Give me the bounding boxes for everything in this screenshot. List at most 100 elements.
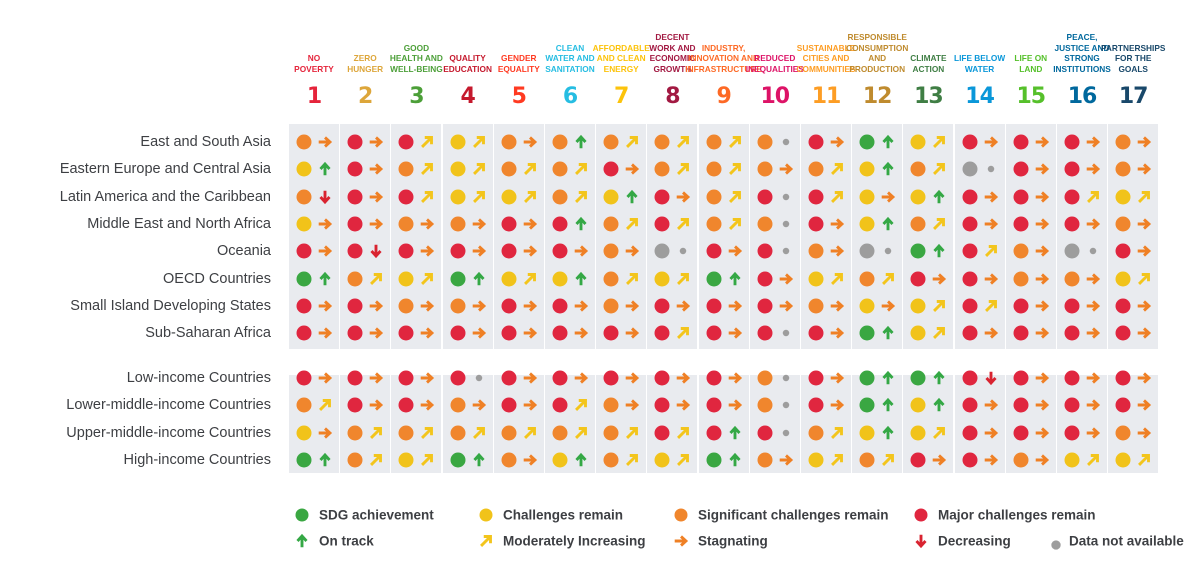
moderately-increasing-arrow-icon [674,215,692,233]
goal-number-label: 1 [306,84,322,109]
status-dot-major [962,370,978,386]
stagnating-arrow-icon [726,324,744,342]
goal-column-band [1057,124,1107,473]
status-dot-challenges [450,189,466,205]
status-dot-major [552,298,568,314]
goal-number-label: 2 [358,84,373,109]
status-dot-major [706,370,722,386]
status-dot-major [808,325,824,341]
moderately-increasing-arrow-icon [1135,270,1153,288]
status-dot-significant [603,397,619,413]
status-dot-significant [398,161,414,177]
status-dot-major [654,397,670,413]
goal-number-label: 16 [1067,84,1098,109]
moderately-increasing-arrow-icon [470,133,488,151]
goal-title-label: LIFE BELOW WATER [954,53,1006,74]
stagnating-arrow-icon [367,133,385,151]
stagnating-arrow-icon [418,242,436,260]
moderately-increasing-arrow-icon [572,396,590,414]
data-not-available-dot [777,133,795,151]
status-dot-major [757,271,773,286]
status-dot-major [654,298,670,314]
moderately-increasing-arrow-icon [674,451,692,469]
stagnating-arrow-icon [470,396,488,414]
moderately-increasing-arrow-icon [828,188,846,206]
status-dot-significant [1064,271,1080,286]
status-dot-challenges [910,134,926,150]
status-dot-major [962,298,978,314]
on-track-arrow-icon [470,451,488,469]
goal-number-label: 12 [862,84,893,109]
moderately-increasing-arrow-icon [418,424,436,442]
stagnating-arrow-icon [726,297,744,315]
status-dot-no-data [962,161,978,177]
moderately-increasing-arrow-icon [828,424,846,442]
status-dot-major [706,425,722,441]
goal-title-label: AFFORDABLE AND CLEAN ENERGY [592,42,650,74]
on-track-arrow-icon [879,396,897,414]
status-dot-major [347,298,363,314]
stagnating-arrow-icon [777,270,795,288]
status-dot-significant [603,452,619,468]
stagnating-arrow-icon [367,324,385,342]
status-dot-major [398,370,414,386]
stagnating-arrow-icon [930,270,948,288]
stagnating-arrow-icon [367,297,385,315]
status-dot-challenges [1115,452,1131,468]
status-dot-major [296,243,312,259]
moderately-increasing-arrow-icon [982,297,1000,315]
status-dot-challenges [910,325,926,341]
stagnating-arrow-icon [572,324,590,342]
stagnating-arrow-icon [1084,324,1102,342]
moderately-increasing-arrow-icon [674,160,692,178]
goal-number-label: 4 [460,84,475,109]
stagnating-arrow-icon [572,242,590,260]
status-dot-significant [603,134,619,150]
moderately-increasing-arrow-icon [1135,188,1153,206]
status-dot-significant [1013,452,1029,468]
stagnating-arrow-icon [316,215,334,233]
status-dot-major [1064,134,1080,150]
stagnating-arrow-icon [828,369,846,387]
status-dot-challenges [1115,271,1131,286]
on-track-arrow-icon [470,270,488,288]
status-dot-significant [706,216,722,232]
status-dot-major [808,134,824,150]
legend-status-dot-major [914,508,928,522]
status-dot-significant [552,161,568,177]
status-dot-challenges [552,271,568,286]
stagnating-arrow-icon [521,133,539,151]
status-dot-challenges [398,452,414,468]
moderately-increasing-arrow-icon [623,133,641,151]
goal-column-band [801,124,851,473]
legend-label: Stagnating [698,533,768,549]
stagnating-arrow-icon [521,242,539,260]
legend-label: Moderately Increasing [503,533,646,549]
status-dot-major [706,397,722,413]
status-dot-significant [347,425,363,441]
goal-column-band [289,124,339,473]
legend-label: Data not available [1069,533,1184,549]
moderately-increasing-arrow-icon [572,160,590,178]
status-dot-major [1115,243,1131,259]
status-dot-significant [398,425,414,441]
status-dot-major [552,243,568,259]
moderately-increasing-arrow-icon [930,424,948,442]
stagnating-arrow-icon [1084,160,1102,178]
status-dot-no-data [1064,243,1080,259]
status-dot-major [757,325,773,341]
status-dot-significant [1115,425,1131,441]
status-dot-major [757,189,773,205]
status-dot-major [962,271,978,286]
stagnating-arrow-icon [828,215,846,233]
goal-title-label: RESPONSIBLE CONSUMPTION AND PRODUCTION [846,32,909,74]
on-track-arrow-icon [316,160,334,178]
moderately-increasing-arrow-icon [623,451,641,469]
status-dot-major [808,397,824,413]
goal-column-band [1005,124,1056,473]
on-track-arrow-icon [930,188,948,206]
row-label: Low-income Countries [126,370,271,386]
status-dot-significant [757,397,773,413]
stagnating-arrow-icon [1033,369,1051,387]
moderately-increasing-arrow-icon [470,424,488,442]
